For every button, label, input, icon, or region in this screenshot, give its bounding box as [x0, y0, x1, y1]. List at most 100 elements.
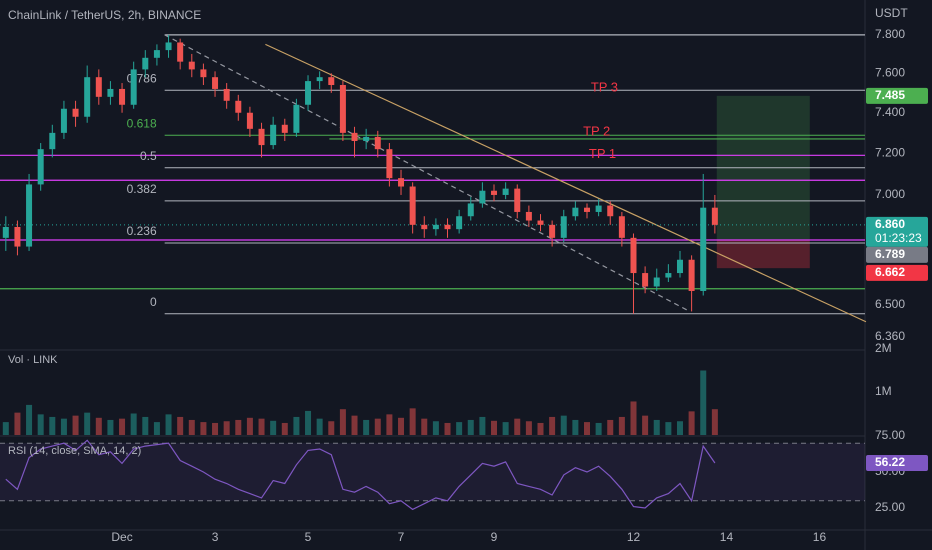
candle-body [107, 88, 114, 97]
candle-body [26, 184, 33, 247]
volume-bar [200, 422, 207, 435]
volume-bar [293, 416, 300, 435]
volume-bar [642, 415, 649, 435]
x-tick-label: 5 [305, 530, 312, 544]
volume-bar [711, 409, 718, 435]
y-tick-label: 7.400 [875, 105, 905, 119]
rsi-tick-label: 25.00 [875, 500, 905, 514]
volume-bar [653, 419, 660, 435]
candle-body [525, 211, 532, 221]
candle-body [2, 226, 9, 238]
candle-body [607, 205, 614, 217]
volume-bar [595, 422, 602, 435]
candle-body [281, 124, 288, 133]
fib-label: 0.5 [140, 149, 157, 163]
volume-bar [421, 418, 428, 435]
x-tick-label: 16 [813, 530, 827, 544]
annotation: TP 3 [591, 79, 618, 94]
volume-bar [26, 404, 33, 435]
fib-label: 0 [150, 295, 157, 309]
candle-body [84, 77, 91, 117]
volume-bar [339, 409, 346, 435]
volume-bar [72, 415, 79, 435]
volume-bar [84, 412, 91, 435]
y-tick-label: 6.500 [875, 297, 905, 311]
volume-title: Vol · LINK [8, 354, 58, 366]
candle-body [653, 277, 660, 287]
rsi-badge [866, 455, 928, 472]
volume-bar [676, 421, 683, 435]
candle-body [130, 69, 137, 105]
volume-bar [281, 422, 288, 435]
fib-label: 0.618 [127, 116, 157, 130]
candle-body [688, 259, 695, 291]
candle-body [502, 188, 509, 195]
x-tick-label: 9 [491, 530, 498, 544]
volume-bar [525, 421, 532, 435]
candle-body [630, 237, 637, 274]
candle-body [328, 77, 335, 86]
volume-bar [537, 422, 544, 435]
rsi-title: RSI (14, close, SMA, 14, 2) [8, 445, 141, 457]
candle-body [537, 220, 544, 225]
volume-bar [700, 370, 707, 435]
volume-tick-label: 1M [875, 384, 892, 398]
volume-bar [444, 422, 451, 435]
volume-bar [177, 416, 184, 435]
volume-bar [432, 421, 439, 435]
volume-bar [119, 418, 126, 435]
volume-bar [363, 419, 370, 435]
volume-bar [688, 411, 695, 435]
volume-bar [374, 418, 381, 435]
volume-bar [665, 422, 672, 435]
volume-bar [398, 417, 405, 435]
candle-body [188, 61, 195, 70]
volume-bar [2, 422, 9, 435]
volume-bar [270, 420, 277, 435]
volume-bar [153, 422, 160, 435]
target-badge [866, 87, 928, 104]
candle-body [246, 112, 253, 129]
volume-bar [165, 414, 172, 435]
volume-bar [316, 418, 323, 435]
volume-bar [37, 414, 44, 435]
candle-body [700, 207, 707, 291]
current-price-badge [866, 216, 928, 247]
candle-body [14, 226, 21, 247]
volume-bar [305, 410, 312, 435]
candle-body [444, 224, 451, 230]
candle-body [293, 104, 300, 133]
candle-body [386, 149, 393, 179]
candle-body [363, 136, 370, 141]
volume-bar [549, 416, 556, 435]
rsi-line [5, 439, 716, 511]
y-tick-label: 6.360 [875, 329, 905, 343]
candle-body [235, 100, 242, 113]
entry-badge-label: 6.789 [875, 247, 905, 261]
candle-body [409, 186, 416, 225]
candle-body [421, 224, 428, 230]
candle-body [305, 81, 312, 105]
candle-body [177, 42, 184, 62]
current-price-badge-label: 6.860 [875, 217, 905, 231]
y-tick-label: 7.200 [875, 145, 905, 159]
candle-body [119, 88, 126, 105]
candle-body [223, 88, 230, 101]
candle-body [549, 224, 556, 238]
volume-bar [514, 418, 521, 435]
fib-label: 0.382 [127, 182, 157, 196]
candle-body [95, 77, 102, 97]
volume-bar [491, 420, 498, 435]
volume-bar [502, 422, 509, 435]
volume-bar [479, 416, 486, 435]
volume-bar [560, 415, 567, 435]
candle-body [583, 207, 590, 212]
stop-zone [716, 240, 810, 269]
volume-tick-label: 2M [875, 341, 892, 355]
candle-body [153, 50, 160, 58]
volume-bar [456, 422, 463, 435]
volume-bar [618, 416, 625, 435]
y-tick-label: 7.000 [875, 187, 905, 201]
volume-bar [49, 416, 56, 435]
